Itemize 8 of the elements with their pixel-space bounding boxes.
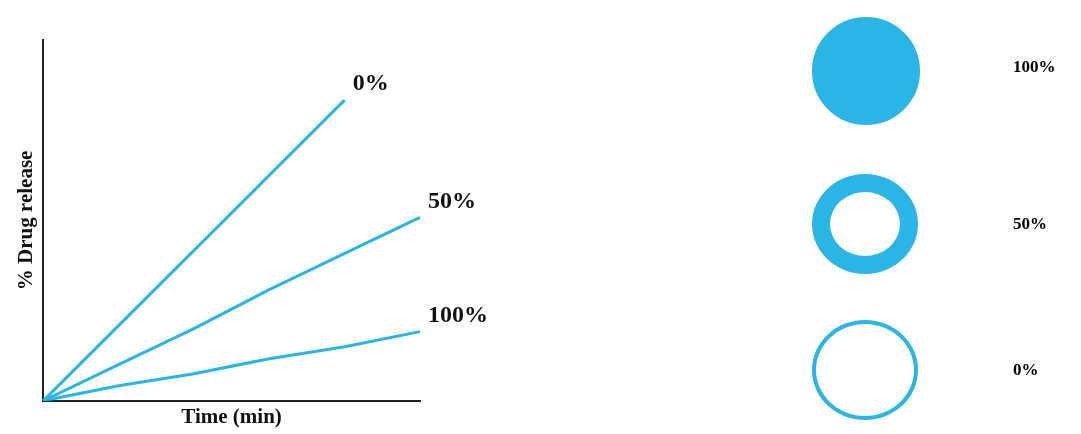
y-axis-title: % Drug release [13, 150, 38, 291]
x-axis-title: Time (min) [181, 403, 282, 428]
series-label: 100% [428, 300, 488, 327]
text: 0% [1013, 360, 1039, 380]
text: 100% [1013, 57, 1056, 77]
series-label: 50% [428, 186, 476, 213]
text: 50% [1013, 214, 1047, 234]
series-label: 0% [352, 69, 389, 96]
